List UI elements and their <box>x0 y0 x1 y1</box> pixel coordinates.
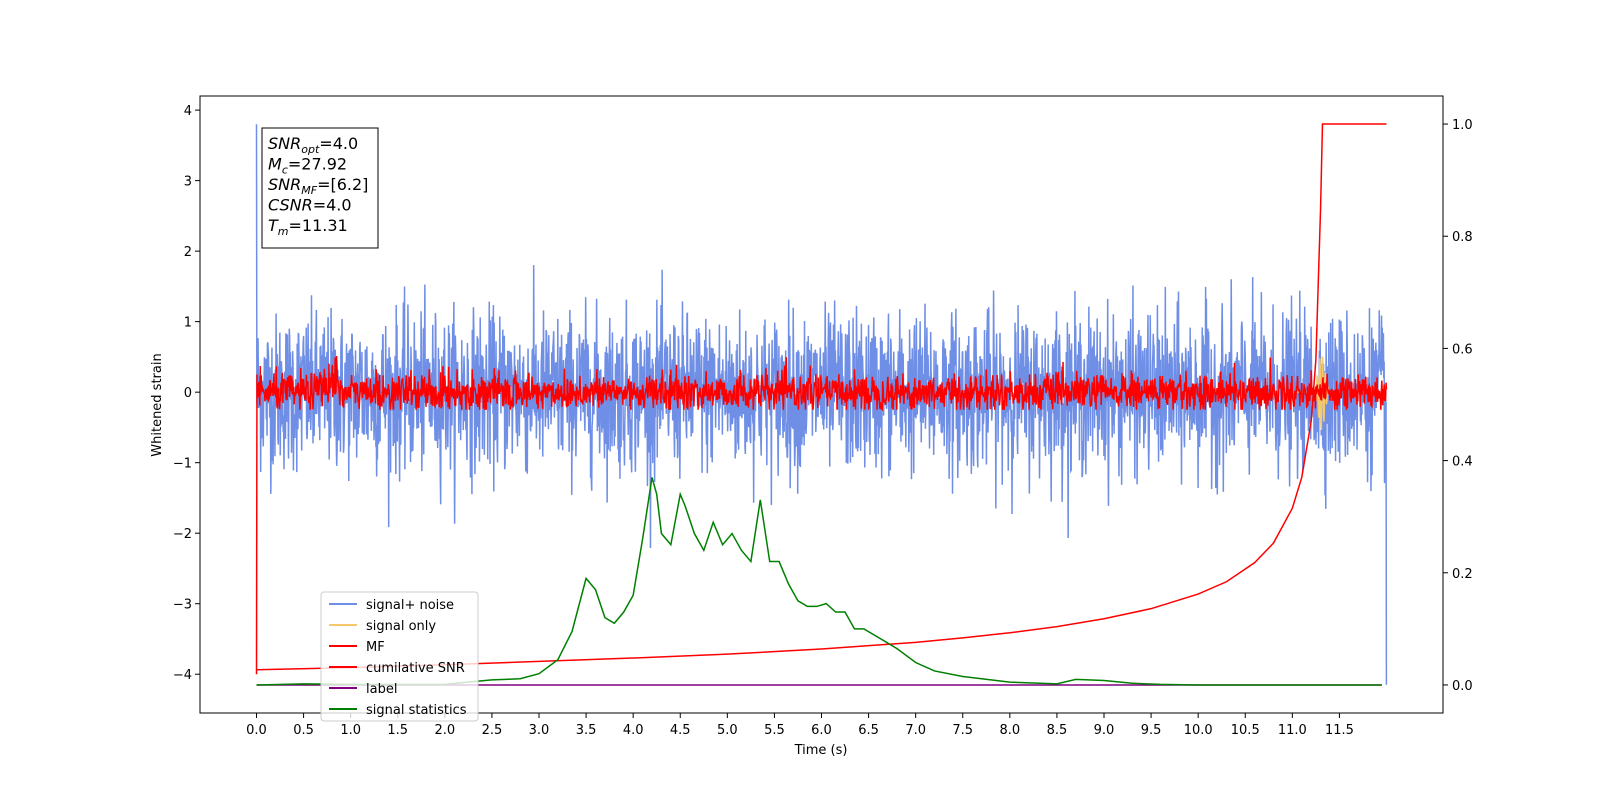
y-tick-label: −1 <box>173 457 192 472</box>
x-tick-label: 1.5 <box>387 723 408 738</box>
x-tick-label: 3.0 <box>529 723 550 738</box>
info-line: SNRMF=[6.2] <box>268 175 368 197</box>
x-tick-label: 7.0 <box>905 723 926 738</box>
legend: signal+ noise signal only MF cumilative SNR… <box>320 591 479 722</box>
y-tick-label: 2 <box>184 245 192 260</box>
y-tick-label: 4 <box>184 104 192 119</box>
x-tick-label: 11.0 <box>1278 723 1307 738</box>
legend-label: MF <box>366 640 385 655</box>
x-tick-label: 10.5 <box>1231 723 1260 738</box>
x-tick-label: 1.0 <box>340 723 361 738</box>
legend-label: signal statistics <box>366 703 467 718</box>
y-tick-label: 1 <box>184 316 192 331</box>
info-box-frame <box>261 127 379 249</box>
series-cumulative-snr <box>256 123 1387 671</box>
x-tick-label: 7.5 <box>952 723 973 738</box>
x-tick-label: 9.0 <box>1094 723 1115 738</box>
y-right-tick-label: 0.4 <box>1452 455 1473 470</box>
series-mf <box>255 355 1388 675</box>
y-right-tick-label: 0.8 <box>1452 230 1473 245</box>
x-tick-label: 0.5 <box>293 723 314 738</box>
y-tick-label: 3 <box>184 175 192 190</box>
x-axis-label: Time (s) <box>794 743 848 758</box>
info-line: Mc=27.92 <box>268 155 347 177</box>
y-tick-label: −4 <box>173 668 192 683</box>
x-tick-label: 11.5 <box>1325 723 1354 738</box>
y-tick-label: 0 <box>184 386 192 401</box>
x-tick-label: 6.0 <box>811 723 832 738</box>
x-tick-label: 5.5 <box>764 723 785 738</box>
x-tick-label: 6.5 <box>858 723 879 738</box>
y-axis-right: 1.0 0.8 0.6 0.4 0.2 0.0 <box>1443 118 1473 694</box>
info-line: CSNR=4.0 <box>268 196 352 215</box>
x-tick-label: 2.0 <box>434 723 455 738</box>
y-right-tick-label: 0.2 <box>1452 567 1473 582</box>
x-tick-label: 4.0 <box>623 723 644 738</box>
info-line: Tm=11.31 <box>268 216 348 238</box>
legend-label: signal+ noise <box>366 598 454 613</box>
x-tick-label: 3.5 <box>576 723 597 738</box>
x-tick-label: 4.5 <box>670 723 691 738</box>
y-tick-label: −2 <box>173 527 192 542</box>
series-signal-statistics <box>256 477 1382 686</box>
y-right-tick-label: 1.0 <box>1452 118 1473 133</box>
x-tick-label: 9.5 <box>1141 723 1162 738</box>
y-right-tick-label: 0.6 <box>1452 342 1473 357</box>
y-axis-left: 4 3 2 1 0 −1 −2 −3 −4 <box>173 104 200 683</box>
y-right-tick-label: 0.0 <box>1452 679 1473 694</box>
legend-label: cumilative SNR <box>366 661 465 676</box>
legend-label: label <box>366 682 397 697</box>
x-tick-label: 5.0 <box>717 723 738 738</box>
x-tick-label: 8.5 <box>1047 723 1068 738</box>
y-axis-label: Whitened strain <box>150 353 165 456</box>
info-box: SNRopt=4.0Mc=27.92SNRMF=[6.2]CSNR=4.0Tm=… <box>261 127 379 249</box>
x-tick-label: 0.0 <box>246 723 267 738</box>
y-tick-label: −3 <box>173 598 192 613</box>
x-tick-label: 2.5 <box>482 723 503 738</box>
x-axis: 0.0 0.5 1.0 1.5 2.0 2.5 3.0 3.5 4.0 4.5 5.0 5.5 6.0 6… <box>246 713 1354 738</box>
legend-frame <box>320 591 479 722</box>
x-tick-label: 10.0 <box>1184 723 1213 738</box>
info-line: SNRopt=4.0 <box>268 134 358 156</box>
legend-label: signal only <box>366 619 436 634</box>
x-tick-label: 8.0 <box>999 723 1020 738</box>
